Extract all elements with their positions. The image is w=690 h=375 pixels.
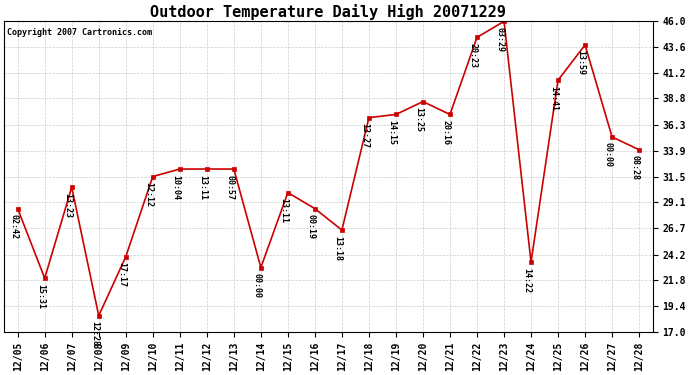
Text: 00:19: 00:19: [306, 214, 315, 239]
Text: 20:16: 20:16: [442, 120, 451, 145]
Text: 12:28: 12:28: [90, 321, 99, 346]
Text: 08:28: 08:28: [631, 155, 640, 180]
Text: Copyright 2007 Cartronics.com: Copyright 2007 Cartronics.com: [8, 27, 152, 36]
Title: Outdoor Temperature Daily High 20071229: Outdoor Temperature Daily High 20071229: [150, 4, 506, 20]
Text: 20:23: 20:23: [469, 43, 477, 68]
Text: 13:11: 13:11: [279, 198, 288, 223]
Text: 13:27: 13:27: [360, 123, 369, 148]
Text: 13:18: 13:18: [333, 236, 342, 261]
Text: 00:00: 00:00: [252, 273, 262, 298]
Text: 10:04: 10:04: [171, 175, 180, 200]
Text: 15:31: 15:31: [36, 284, 45, 309]
Text: 13:11: 13:11: [198, 175, 207, 200]
Text: 13:25: 13:25: [414, 107, 423, 132]
Text: 13:23: 13:23: [63, 193, 72, 218]
Text: 00:57: 00:57: [225, 175, 234, 200]
Text: 14:41: 14:41: [549, 86, 558, 111]
Text: 03:29: 03:29: [495, 27, 504, 52]
Text: 14:22: 14:22: [522, 268, 531, 293]
Text: 02:42: 02:42: [9, 214, 18, 239]
Text: 13:59: 13:59: [576, 50, 585, 75]
Text: 14:15: 14:15: [387, 120, 396, 145]
Text: 00:00: 00:00: [604, 142, 613, 168]
Text: 12:12: 12:12: [144, 182, 153, 207]
Text: 17:17: 17:17: [117, 262, 126, 287]
